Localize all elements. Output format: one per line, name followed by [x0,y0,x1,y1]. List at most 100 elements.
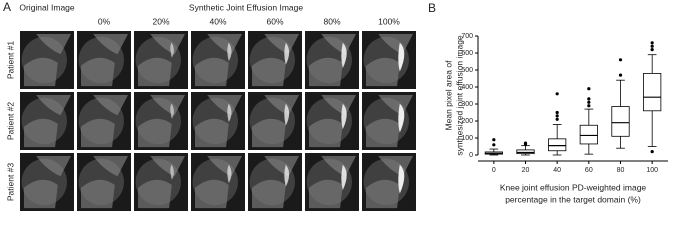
mri-bone [195,179,229,209]
mri-bone [24,57,58,87]
outlier [618,58,623,62]
mri-bone [264,156,299,177]
outlier [650,44,654,48]
outlier [650,150,654,154]
y-tick-label: 700 [461,33,473,40]
mri-bone [93,34,128,55]
x-tick-label: 0 [492,167,496,174]
box [516,149,535,155]
outlier [555,110,559,115]
mri-bone [36,156,71,177]
outlier [587,100,591,104]
column-header: 60% [266,16,283,26]
mri-bone [378,156,413,177]
mri-bone [366,57,400,87]
mri-bone [36,95,71,116]
x-tick-label: 20 [522,167,530,174]
mri-bone [309,118,343,148]
panel-label: A [3,0,11,14]
mri-bone [321,34,356,55]
box [579,124,598,145]
mri-bone [150,156,185,177]
outlier [523,141,528,145]
x-tick-label: 60 [585,167,593,174]
box [548,138,567,152]
mri-bone [81,57,115,87]
outlier [650,48,654,52]
mri-bone [252,118,286,148]
outlier [555,114,559,118]
y-tick-label: 300 [461,101,473,108]
mri-bone [195,57,229,87]
mri-bone [207,34,242,55]
mri-bone [150,95,185,116]
column-header: 0% [98,16,111,26]
y-tick-label: 500 [461,67,473,74]
effusion [170,164,174,180]
effusion [341,103,347,130]
row-label: Patient #1 [5,41,15,80]
x-axis-label: Knee joint effusion PD-weighted image [500,182,647,192]
mri-bone [195,118,229,148]
mri-bone [309,57,343,87]
mri-bone [252,179,286,209]
effusion [341,164,347,191]
column-header: 40% [209,16,226,26]
mri-bone [207,95,242,116]
outlier [587,97,591,101]
effusion [398,103,405,133]
outlier [587,104,591,108]
mri-bone [93,156,128,177]
outlier [492,138,496,142]
figure: A Original Image Synthetic Joint Effusio… [3,0,668,211]
outlier [650,41,654,45]
effusion [170,103,174,119]
y-tick-label: 100 [461,135,473,142]
column-header: 80% [323,16,340,26]
effusion [398,42,405,72]
box [643,73,662,112]
effusion [284,164,290,187]
y-axis-label: synthesized joint effusion image [454,35,464,156]
mri-bone [93,95,128,116]
y-tick-label: 200 [461,118,473,125]
mri-bone [321,156,356,177]
mri-bone [264,34,299,55]
mri-bone [138,57,172,87]
y-tick-label: 600 [461,50,473,57]
x-tick-label: 40 [553,167,561,174]
column-header: 20% [152,16,169,26]
panel-label: B [428,1,436,15]
effusion [227,42,232,62]
mri-bone [252,57,286,87]
column-header: 100% [378,16,400,26]
mri-bone [81,179,115,209]
effusion [227,164,232,184]
y-tick-label: 400 [461,84,473,91]
effusion [170,42,174,58]
mri-bone [366,179,400,209]
mri-bone [309,179,343,209]
outlier [618,73,623,77]
outlier [587,87,591,91]
x-axis-label: percentage in the target domain (%) [505,194,641,204]
y-axis-label: Mean pixel area of [443,60,453,131]
effusion [284,103,290,126]
mri-bone [24,179,58,209]
mri-bone [366,118,400,148]
mri-bone [150,34,185,55]
outlier [492,143,496,147]
effusion [227,103,232,123]
column-header: Synthetic Joint Effusion Image [189,2,303,12]
mri-bone [378,95,413,116]
effusion [398,164,405,194]
y-tick-label: 0 [469,152,473,159]
effusion [341,42,347,69]
mri-bone [378,34,413,55]
effusion [284,42,290,65]
mri-bone [24,118,58,148]
box [611,106,630,137]
mri-bone [81,118,115,148]
column-header: Original Image [19,2,75,12]
mri-bone [138,179,172,209]
